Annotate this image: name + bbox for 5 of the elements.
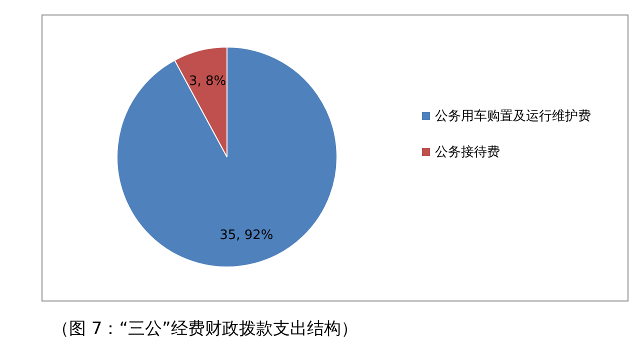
text: （图 7：“三公”经费财政拨款支出结构） bbox=[52, 319, 358, 339]
data-label: 35, 92% bbox=[220, 228, 274, 243]
legend-label: 公务用车购置及运行维护费 bbox=[435, 109, 591, 124]
data-label: 3, 8% bbox=[188, 74, 226, 90]
legend-label: 公务接待费 bbox=[435, 145, 500, 160]
